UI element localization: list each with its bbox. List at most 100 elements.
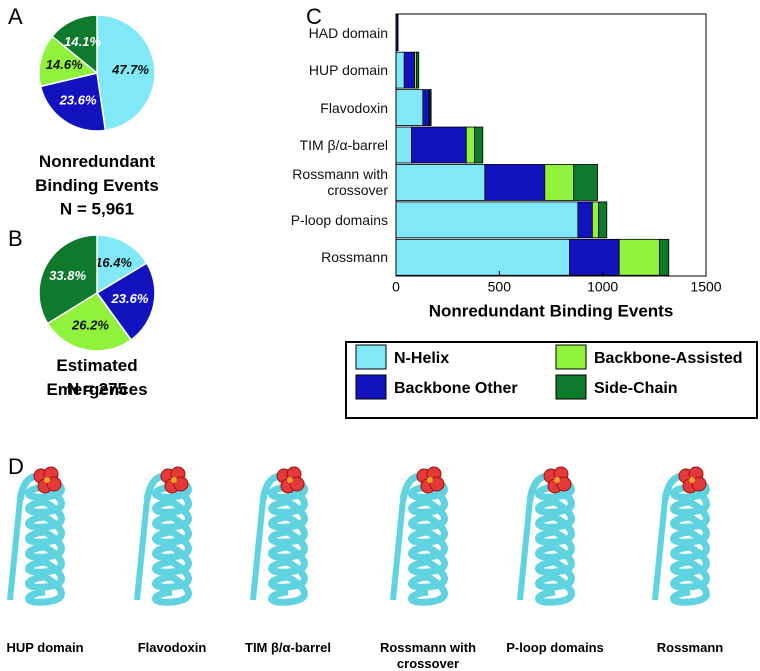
bar-segment — [659, 238, 670, 276]
pie-slice — [46, 291, 133, 352]
helix — [143, 472, 192, 606]
structure-label: TIM β/α-barrel — [245, 640, 331, 655]
slice-label: 14.1% — [64, 34, 101, 49]
slice-label: 23.6% — [111, 291, 149, 306]
category-label: Flavodoxin — [320, 99, 388, 116]
phosphate-atom — [289, 476, 305, 492]
bar-segment — [403, 51, 415, 89]
pie-subtitle: N = 275 — [67, 379, 127, 398]
strand — [7, 499, 23, 601]
x-tick-label: 1500 — [690, 279, 721, 295]
phosphorus-atom — [689, 477, 695, 483]
bar-segment — [544, 164, 575, 201]
structure-label: Flavodoxin — [137, 640, 207, 655]
bar-segment — [422, 89, 430, 126]
bar-segment — [395, 89, 424, 126]
legend-swatch — [355, 344, 387, 370]
phosphorus-atom — [554, 477, 560, 483]
helix — [526, 472, 575, 606]
legend-label: N-Helix — [394, 350, 449, 367]
x-tick-label: 500 — [488, 279, 512, 295]
bar-segment — [569, 238, 620, 276]
legend-label: Backbone-Assisted — [594, 350, 743, 367]
bar-segment — [395, 201, 579, 239]
panel-letter: B — [8, 226, 23, 251]
strand — [652, 499, 668, 601]
legend-swatch — [355, 374, 387, 400]
bar-segment — [395, 238, 571, 276]
phosphate-atom — [691, 476, 707, 492]
phosphorus-atom — [427, 477, 433, 483]
phosphate-atom — [556, 476, 572, 492]
helix — [16, 472, 65, 606]
strand — [390, 499, 406, 601]
bar-segment — [395, 51, 405, 89]
bar-segment — [395, 126, 412, 164]
pie-subtitle: N = 5,961 — [60, 199, 134, 218]
x-tick-label: 0 — [392, 279, 400, 295]
bar-segment — [577, 201, 593, 239]
pie-title: Estimated Emergences — [46, 356, 148, 399]
structure-label: Rossmann — [656, 640, 724, 655]
pie-slice — [95, 262, 156, 341]
phosphate-atom — [429, 476, 445, 492]
slice-label: 14.6% — [46, 57, 83, 72]
bar-segment — [618, 238, 660, 276]
panel-letter: A — [8, 4, 23, 29]
category-label: Rossmann with crossover — [292, 166, 388, 199]
structure-drawing — [652, 466, 710, 606]
strand — [250, 499, 266, 601]
helix — [661, 472, 710, 606]
plot-frame — [395, 13, 707, 277]
slice-label: 26.2% — [71, 317, 109, 332]
bar-segment — [395, 164, 486, 201]
structure-label: HUP domain — [6, 640, 84, 655]
pie-slice — [38, 234, 98, 325]
structure-drawing — [390, 466, 448, 606]
panel-letter: C — [306, 4, 322, 29]
category-label: HUP domain — [308, 62, 388, 79]
structure-label: Rossmann with crossover — [379, 640, 477, 671]
bar-segment — [484, 164, 546, 201]
legend-label: Side-Chain — [594, 380, 678, 397]
structure-drawing — [250, 466, 308, 606]
pie-slice — [39, 72, 107, 132]
slice-label: 23.6% — [59, 92, 97, 107]
bar-segment — [591, 201, 599, 239]
panel-letter: D — [8, 454, 24, 479]
bar-segment — [474, 126, 484, 164]
bar-segment — [598, 201, 608, 239]
helix — [259, 472, 308, 606]
phosphorus-atom — [44, 477, 50, 483]
bar-segment — [416, 51, 420, 89]
category-label: P-loop domains — [290, 211, 388, 228]
x-tick-label: 1000 — [587, 279, 618, 295]
legend-box — [345, 341, 758, 419]
slice-label: 16.4% — [95, 255, 132, 270]
structure-drawing — [517, 466, 575, 606]
pie-slice — [96, 234, 148, 295]
structure-label: P-loop domains — [506, 640, 604, 655]
bar-segment — [411, 126, 467, 164]
bar-segment — [573, 164, 598, 201]
slice-label: 47.7% — [111, 62, 149, 77]
structure-drawing — [7, 466, 65, 606]
pie-slice — [38, 35, 99, 88]
phosphorus-atom — [171, 477, 177, 483]
legend-swatch — [555, 344, 587, 370]
pie-slice — [51, 14, 98, 75]
strand — [517, 499, 533, 601]
helix — [399, 472, 448, 606]
bar-segment — [429, 89, 432, 126]
phosphate-atom — [173, 476, 189, 492]
category-label: HAD domain — [308, 24, 388, 41]
category-label: Rossmann — [321, 249, 388, 266]
x-axis-title: Nonredundant Binding Events — [429, 301, 674, 320]
slice-label: 33.8% — [49, 268, 86, 283]
phosphate-atom — [46, 476, 62, 492]
bar-segment — [465, 126, 475, 164]
pie-slice — [96, 14, 156, 132]
pie-title: Nonredundant Binding Events — [35, 152, 159, 195]
